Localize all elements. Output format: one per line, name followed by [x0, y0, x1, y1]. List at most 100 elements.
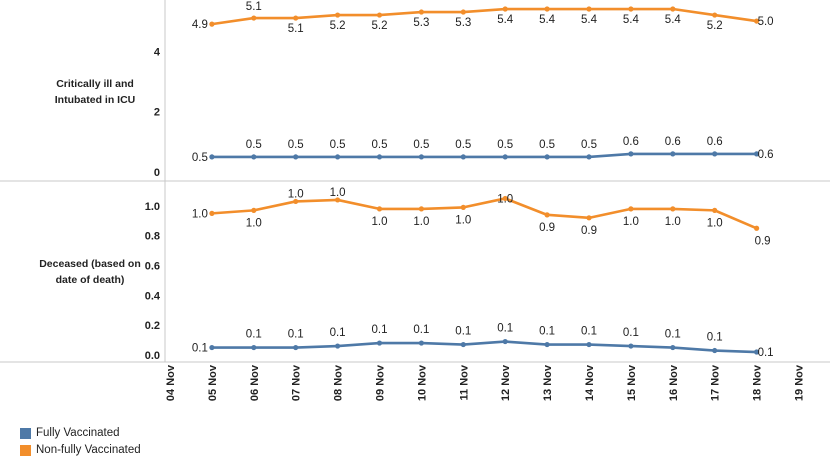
panel-label-2-line-1: Deceased (based on	[39, 258, 141, 270]
data-label-non-fully-vaccinated-panel-2: 1.0	[455, 214, 471, 226]
data-point-non-fully-vaccinated-panel-2	[293, 198, 299, 205]
y-tick-label-panel-1: 4	[154, 46, 161, 58]
data-label-fully-vaccinated-panel-2: 0.1	[413, 324, 429, 336]
data-label-fully-vaccinated-panel-2: 0.1	[539, 326, 555, 338]
x-tick-label: 11 Nov	[458, 364, 470, 400]
data-point-fully-vaccinated-panel-2	[544, 341, 550, 348]
data-point-fully-vaccinated-panel-1	[586, 154, 592, 160]
legend-swatch-non-fully-vaccinated	[20, 444, 31, 456]
data-label-non-fully-vaccinated-panel-1: 5.3	[413, 17, 429, 29]
x-tick-label: 10 Nov	[416, 364, 428, 401]
legend-label-non-fully-vaccinated: Non-fully Vaccinated	[36, 444, 141, 456]
data-label-fully-vaccinated-panel-1: 0.5	[246, 139, 262, 151]
x-tick-label: 14 Nov	[584, 364, 596, 401]
data-point-non-fully-vaccinated-panel-2	[376, 206, 383, 212]
data-label-fully-vaccinated-panel-2: 0.1	[581, 326, 597, 338]
panel-label-2-line-2: date of death)	[56, 274, 125, 286]
x-tick-label: 17 Nov	[710, 364, 722, 401]
data-point-non-fully-vaccinated-panel-1	[754, 18, 760, 24]
series-line-non-fully-vaccinated-panel-2	[211, 197, 758, 230]
data-label-non-fully-vaccinated-panel-1: 5.4	[497, 14, 514, 26]
data-point-non-fully-vaccinated-panel-2	[209, 210, 215, 216]
data-label-fully-vaccinated-panel-2: 0.1	[623, 327, 639, 339]
x-tick-label: 04 Nov	[165, 364, 177, 401]
data-point-fully-vaccinated-panel-1	[502, 154, 508, 160]
x-tick-label: 19 Nov	[794, 364, 806, 401]
data-label-non-fully-vaccinated-panel-1: 5.0	[758, 16, 774, 28]
data-point-fully-vaccinated-panel-1	[754, 151, 760, 157]
legend-item-fully-vaccinated: Fully Vaccinated	[20, 427, 120, 439]
data-label-non-fully-vaccinated-panel-2: 1.0	[372, 216, 388, 228]
series-line-fully-vaccinated-panel-2	[211, 340, 757, 354]
data-point-fully-vaccinated-panel-1	[418, 154, 424, 160]
data-point-non-fully-vaccinated-panel-1	[460, 9, 466, 15]
axis-layer: 0 2 4 0.0 0.2 0.4 0.6 0.8 1.0 04 Nov 05 Nov 06 Nov 0…	[0, 0, 830, 401]
data-point-fully-vaccinated-panel-2	[586, 341, 592, 348]
data-label-fully-vaccinated-panel-2: 0.1	[758, 347, 774, 359]
legend-item-non-fully-vaccinated: Non-fully Vaccinated	[20, 444, 141, 456]
data-label-non-fully-vaccinated-panel-1: 5.2	[330, 20, 346, 32]
data-label-fully-vaccinated-panel-1: 0.5	[192, 152, 208, 164]
y-tick-label-panel-1: 2	[154, 107, 160, 119]
data-label-non-fully-vaccinated-panel-1: 5.4	[539, 14, 556, 26]
panel-label-1-line-2: Intubated in ICU	[55, 94, 136, 106]
data-label-non-fully-vaccinated-panel-2: 1.0	[497, 193, 513, 205]
data-label-non-fully-vaccinated-panel-2: 1.0	[246, 217, 262, 229]
x-tick-label: 07 Nov	[291, 364, 303, 401]
data-point-non-fully-vaccinated-panel-2	[502, 195, 508, 202]
data-label-non-fully-vaccinated-panel-2: 1.0	[665, 216, 681, 228]
data-point-non-fully-vaccinated-panel-1	[251, 15, 257, 21]
x-tick-label: 06 Nov	[249, 364, 261, 401]
data-point-non-fully-vaccinated-panel-2	[670, 206, 676, 212]
data-label-fully-vaccinated-panel-2: 0.1	[707, 332, 723, 344]
data-label-non-fully-vaccinated-panel-2: 1.0	[707, 217, 723, 229]
data-point-fully-vaccinated-panel-2	[670, 344, 676, 351]
data-point-fully-vaccinated-panel-1	[376, 154, 383, 160]
data-point-fully-vaccinated-panel-1	[335, 154, 341, 160]
data-label-non-fully-vaccinated-panel-2: 1.0	[288, 188, 304, 200]
data-label-fully-vaccinated-panel-1: 0.6	[623, 136, 639, 148]
y-tick-label-panel-2: 0.0	[145, 350, 160, 362]
data-label-non-fully-vaccinated-panel-2: 0.9	[755, 235, 771, 247]
data-label-non-fully-vaccinated-panel-2: 1.0	[623, 216, 639, 228]
data-label-non-fully-vaccinated-panel-2: 1.0	[413, 216, 429, 228]
data-point-non-fully-vaccinated-panel-1	[418, 9, 424, 15]
data-point-fully-vaccinated-panel-2	[376, 340, 383, 346]
data-point-fully-vaccinated-panel-2	[293, 344, 299, 351]
data-point-fully-vaccinated-panel-2	[712, 347, 718, 354]
data-point-non-fully-vaccinated-panel-2	[418, 206, 424, 212]
data-label-non-fully-vaccinated-panel-2: 0.9	[539, 222, 555, 234]
data-label-fully-vaccinated-panel-1: 0.5	[413, 139, 429, 151]
data-label-fully-vaccinated-panel-1: 0.6	[707, 136, 723, 148]
data-label-non-fully-vaccinated-panel-1: 5.4	[623, 14, 640, 26]
data-label-fully-vaccinated-panel-2: 0.1	[497, 323, 513, 335]
x-tick-label: 12 Nov	[500, 364, 512, 401]
data-point-non-fully-vaccinated-panel-1	[335, 12, 341, 18]
data-label-fully-vaccinated-panel-1: 0.5	[539, 139, 555, 151]
data-point-fully-vaccinated-panel-1	[209, 154, 215, 160]
legend-label-fully-vaccinated: Fully Vaccinated	[36, 427, 120, 439]
data-label-fully-vaccinated-panel-2: 0.1	[330, 327, 346, 339]
panel-label-1-line-1: Critically ill and	[56, 78, 134, 90]
data-label-layer: Critically ill and Intubated in ICU 0.5 0.5…	[39, 1, 773, 359]
data-point-fully-vaccinated-panel-2	[335, 343, 341, 349]
data-label-non-fully-vaccinated-panel-2: 1.0	[192, 208, 208, 220]
data-point-non-fully-vaccinated-panel-2	[460, 204, 466, 210]
data-point-non-fully-vaccinated-panel-2	[628, 206, 634, 212]
data-point-fully-vaccinated-panel-2	[502, 338, 508, 345]
data-point-non-fully-vaccinated-panel-1	[209, 21, 215, 27]
data-point-fully-vaccinated-panel-2	[251, 344, 257, 351]
series-layer	[209, 6, 760, 355]
y-tick-label-panel-2: 1.0	[145, 201, 160, 213]
data-label-fully-vaccinated-panel-1: 0.5	[581, 139, 597, 151]
x-tick-label: 05 Nov	[207, 364, 219, 401]
data-label-non-fully-vaccinated-panel-1: 5.3	[455, 17, 471, 29]
data-label-non-fully-vaccinated-panel-2: 0.9	[581, 225, 597, 237]
data-point-non-fully-vaccinated-panel-2	[544, 212, 550, 218]
data-label-non-fully-vaccinated-panel-1: 5.4	[665, 14, 682, 26]
data-label-fully-vaccinated-panel-1: 0.6	[758, 149, 774, 161]
data-label-fully-vaccinated-panel-1: 0.5	[288, 139, 304, 151]
x-tick-label: 09 Nov	[375, 364, 387, 401]
data-label-fully-vaccinated-panel-2: 0.1	[665, 329, 681, 341]
data-label-fully-vaccinated-panel-2: 0.1	[372, 324, 388, 336]
